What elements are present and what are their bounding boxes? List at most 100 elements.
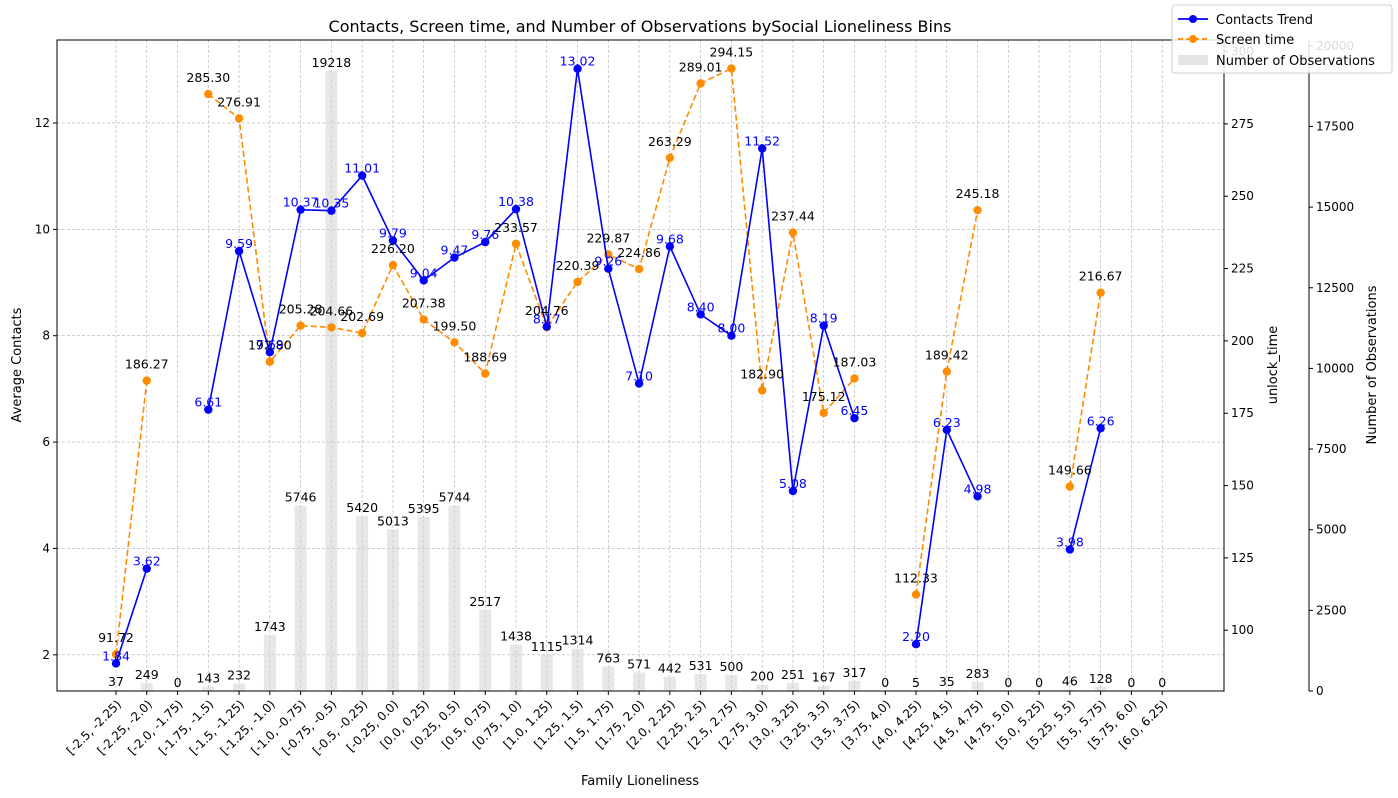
y3-tick-label: 12500 (1316, 281, 1354, 295)
legend-swatch-observations (1178, 55, 1208, 65)
observation-label: 251 (781, 667, 805, 682)
contacts-label: 13.02 (560, 54, 596, 69)
observation-bar (540, 655, 553, 691)
contacts-label: 2.20 (902, 629, 930, 644)
screen-time-point (142, 376, 151, 385)
screen-time-line (207, 67, 856, 415)
screen-time-label: 276.91 (217, 94, 261, 109)
contacts-series (111, 64, 1105, 668)
contacts-point (850, 413, 859, 423)
observation-bar (602, 666, 615, 691)
legend-label: Contacts Trend (1216, 13, 1313, 28)
screen-time-point (296, 321, 305, 330)
observation-label: 1314 (562, 633, 594, 648)
observation-bar (848, 680, 861, 691)
y-tick-label: 6 (42, 435, 50, 449)
observation-label: 0 (1035, 675, 1043, 690)
contacts-point (357, 171, 367, 180)
screen-time-point (665, 153, 675, 162)
contacts-label: 6.23 (933, 415, 961, 430)
contacts-point (727, 331, 736, 340)
screen-time-point (234, 114, 244, 123)
observation-bar (817, 685, 830, 691)
screen-time-point (1065, 482, 1075, 491)
screen-time-point (819, 408, 828, 418)
screen-time-label: 204.76 (525, 303, 569, 318)
screen-time-label: 192.80 (248, 338, 292, 353)
screen-time-label: 233.57 (494, 220, 538, 235)
screen-time-point (573, 277, 582, 287)
contacts-point (573, 64, 582, 73)
observation-bar (725, 674, 738, 691)
y3-tick-label: 17500 (1316, 119, 1354, 133)
contacts-label: 6.61 (194, 395, 222, 410)
y2-tick-label: 250 (1231, 189, 1254, 203)
contacts-label: 9.76 (471, 227, 499, 242)
observation-label: 0 (174, 675, 182, 690)
y3-tick-label: 2500 (1316, 603, 1347, 617)
contacts-label: 8.19 (810, 311, 838, 326)
screen-time-label: 202.69 (340, 309, 384, 324)
observation-label: 19218 (312, 55, 352, 70)
observation-bar (694, 673, 707, 691)
grid (57, 40, 1224, 691)
contacts-point (696, 310, 705, 319)
contacts-label: 7.69 (256, 337, 284, 352)
axes: 2468101210012515017520022525027530002500… (35, 39, 1354, 758)
data-labels: 37 249 0 143 232 1743 5746 19218 542050135395574… (98, 44, 1166, 690)
observation-bar (325, 71, 338, 691)
contacts-point (388, 236, 398, 245)
observation-label: 500 (719, 659, 743, 674)
observation-label: 0 (1004, 675, 1012, 690)
screen-time-point (911, 590, 921, 599)
observation-label: 5420 (346, 500, 378, 515)
contacts-point (788, 486, 798, 496)
observation-bar (786, 682, 799, 691)
screen-time-point (357, 328, 367, 338)
contacts-label: 9.47 (441, 243, 469, 258)
screen-time-line (1069, 292, 1102, 487)
screen-time-label: 216.67 (1079, 269, 1123, 284)
screen-time-point (511, 239, 521, 248)
observation-bar (663, 676, 676, 691)
screen-time-series (111, 64, 1105, 659)
contacts-point (911, 639, 921, 649)
y2-tick-label: 225 (1231, 262, 1254, 276)
contacts-line (1069, 428, 1102, 550)
observation-bar (356, 516, 369, 691)
screen-time-point (973, 205, 982, 215)
screen-time-label: 237.44 (771, 209, 815, 224)
observation-bar (940, 689, 953, 691)
legend-label: Number of Observations (1216, 54, 1375, 69)
screen-time-point (265, 357, 275, 366)
y2-tick-label: 125 (1231, 551, 1254, 565)
observation-label: 317 (843, 665, 867, 680)
contacts-point (419, 276, 428, 285)
screen-time-label: 182.90 (740, 366, 784, 381)
y3-tick-label: 7500 (1316, 442, 1347, 456)
y2-tick-label: 200 (1231, 334, 1254, 348)
observation-label: 1743 (254, 619, 286, 634)
contacts-point (234, 246, 244, 256)
contacts-label: 9.04 (410, 265, 438, 280)
y-tick-label: 4 (42, 541, 50, 555)
legend-marker (1189, 15, 1197, 23)
observation-bar (110, 689, 122, 691)
y-tick-label: 10 (35, 222, 50, 236)
contacts-label: 1.84 (102, 648, 130, 663)
y3-tick-label: 15000 (1316, 200, 1354, 214)
screen-time-point (419, 315, 428, 324)
contacts-point (142, 564, 151, 573)
observation-label: 200 (750, 669, 774, 684)
contacts-point (665, 242, 675, 251)
y2-axis-label: unlock_time (1266, 326, 1281, 405)
contacts-label: 11.52 (744, 134, 780, 149)
observation-bar (202, 686, 215, 691)
screen-time-label: 91.72 (98, 630, 134, 645)
contacts-label: 7.10 (625, 369, 653, 384)
contacts-point (1096, 424, 1105, 433)
screen-time-point (327, 323, 336, 332)
screen-time-point (1096, 288, 1105, 297)
observation-bar (1063, 689, 1076, 691)
contacts-line (115, 568, 148, 664)
